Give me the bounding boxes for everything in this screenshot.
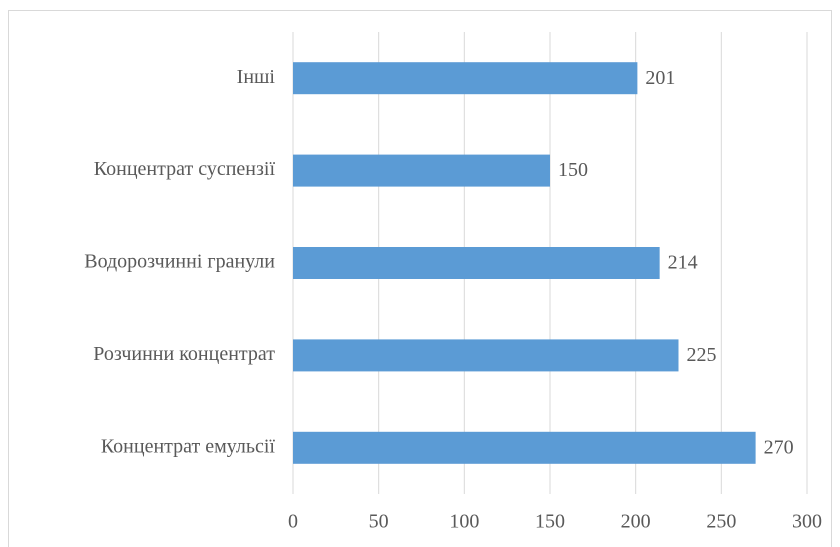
bar (293, 431, 756, 464)
y-tick-label: Інші (237, 66, 276, 88)
y-tick-label: Концентрат суспензії (94, 158, 276, 180)
y-tick-label: Концентрат емульсії (101, 435, 276, 457)
x-tick-label: 200 (621, 511, 651, 533)
value-label: 201 (645, 67, 675, 89)
value-label: 270 (764, 436, 794, 458)
value-label: 214 (668, 252, 698, 274)
x-tick-label: 300 (792, 511, 822, 533)
y-tick-label: Розчинни концентрат (93, 343, 275, 365)
x-tick-label: 50 (369, 511, 389, 533)
x-tick-label: 250 (706, 511, 736, 533)
bar (293, 247, 660, 279)
x-tick-label: 100 (449, 511, 479, 533)
bar (293, 154, 550, 187)
y-tick-label: Водорозчинні гранули (84, 251, 275, 273)
x-tick-label: 0 (288, 511, 298, 533)
x-tick-label: 150 (535, 511, 565, 533)
value-label: 150 (558, 159, 588, 181)
bar (293, 62, 638, 95)
bar (293, 339, 679, 372)
value-label: 225 (687, 344, 717, 366)
